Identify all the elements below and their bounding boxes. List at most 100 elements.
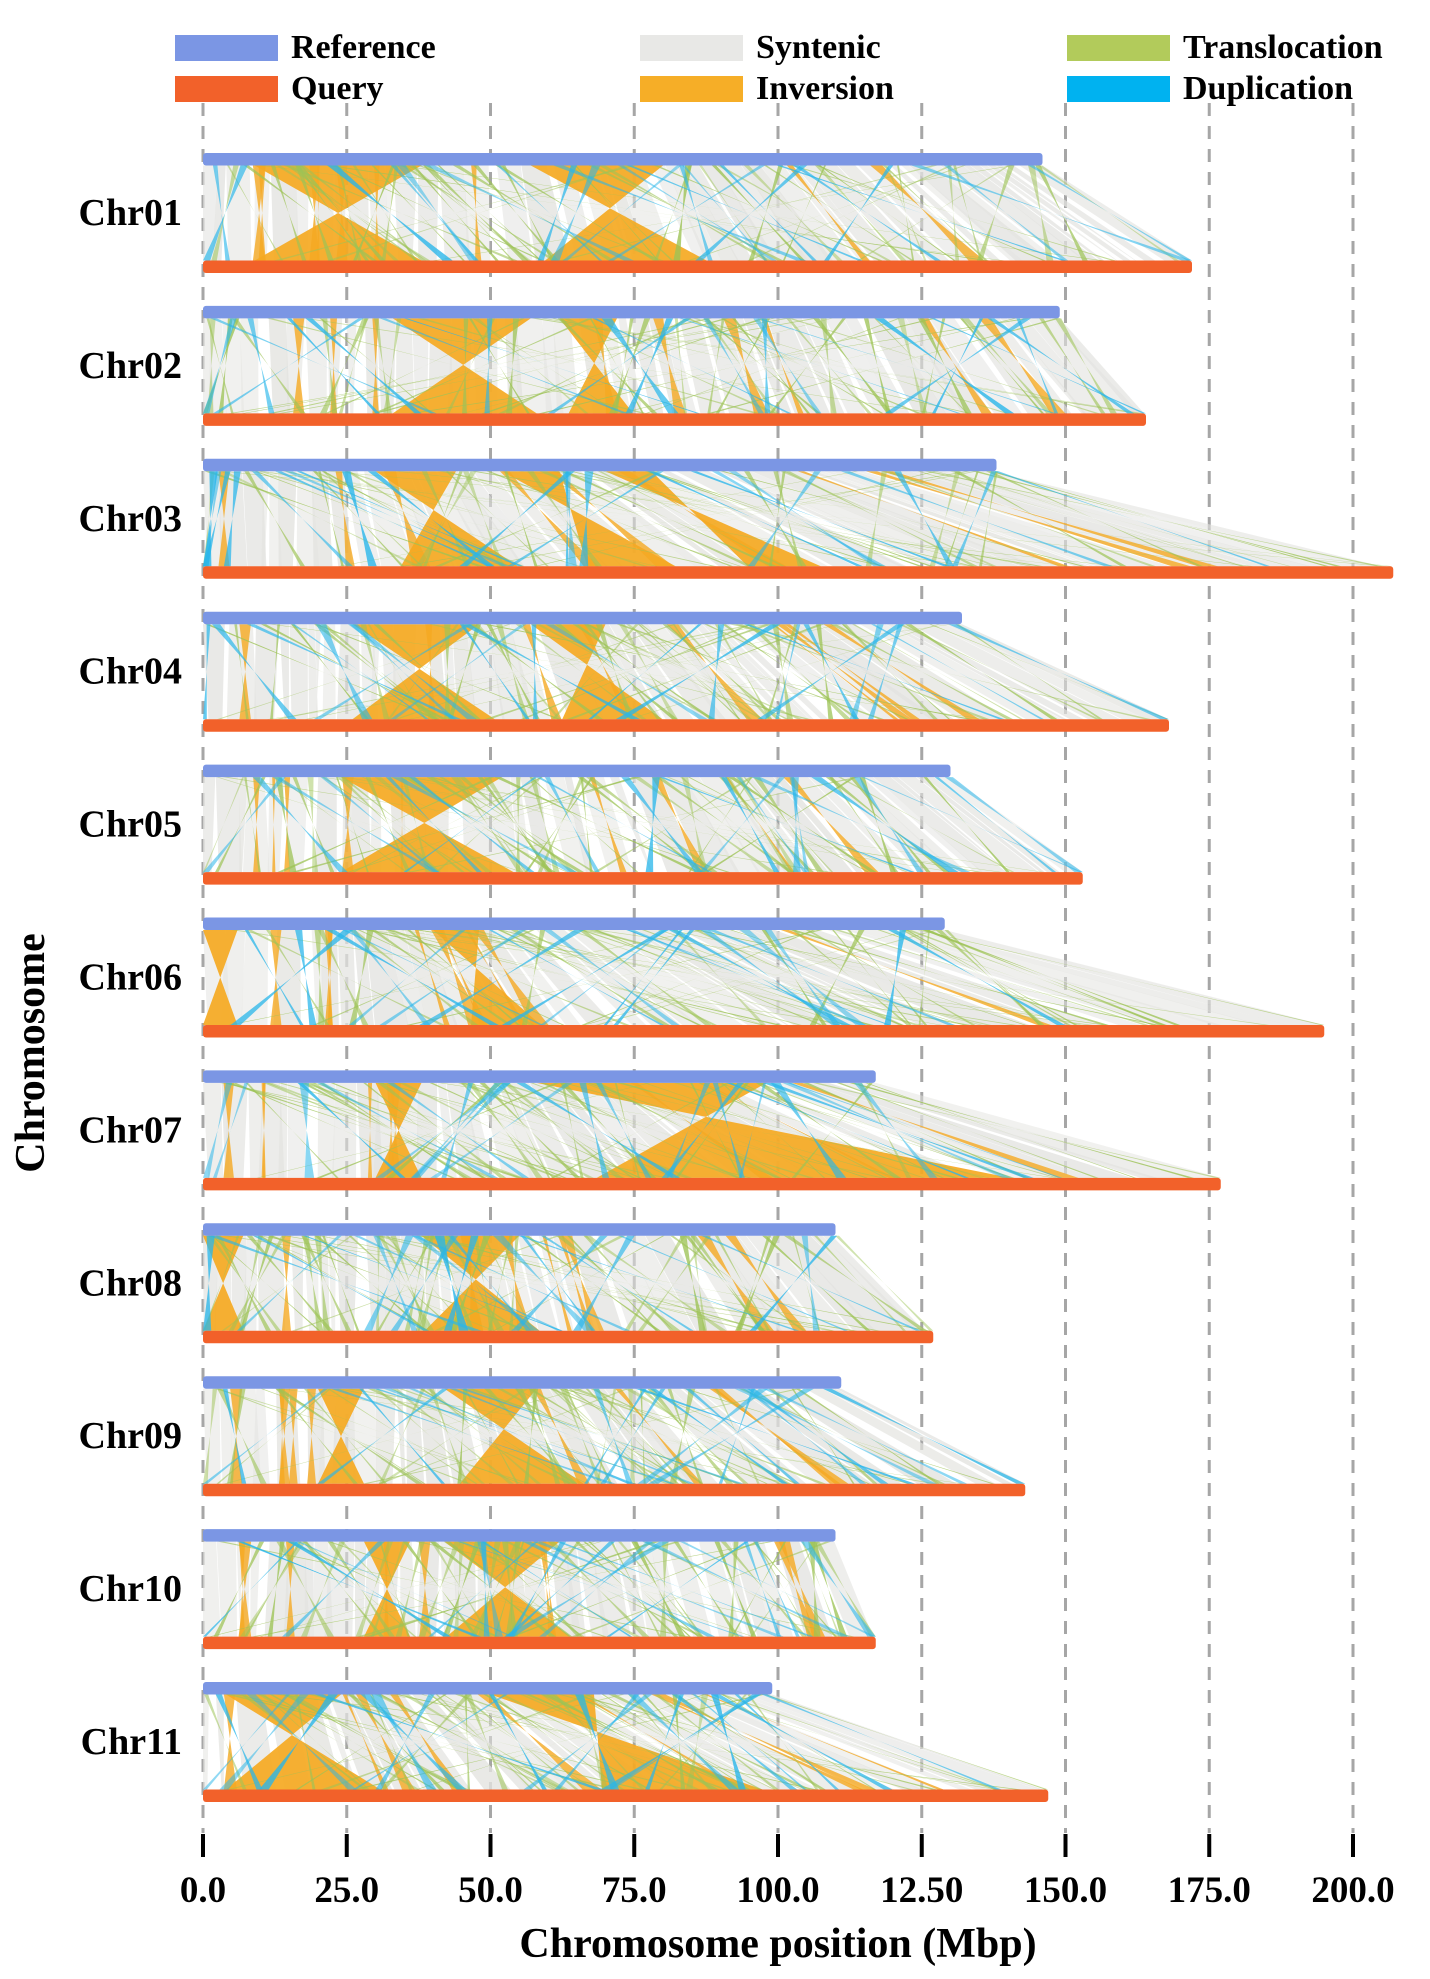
translocation-ribbon: [215, 777, 266, 873]
translocation-ribbon: [257, 1694, 420, 1790]
translocation-ribbon: [633, 1541, 704, 1637]
duplication-ribbon: [532, 1541, 784, 1637]
duplication-ribbons: [203, 471, 1271, 567]
translocation-ribbon: [540, 318, 1145, 414]
duplication-ribbons: [203, 318, 1146, 414]
duplication-ribbon: [516, 1082, 681, 1178]
syntenic-ribbon: [603, 1694, 799, 1790]
translocation-ribbon: [851, 624, 1024, 720]
translocation-ribbon: [406, 930, 823, 1025]
x-axis: 0.0 25.0 50.0 75.0 100.0 12.50 150.0 175.0 200.0: [180, 1834, 1395, 1911]
translocation-ribbon: [494, 1541, 525, 1637]
duplication-ribbon: [441, 1082, 474, 1178]
duplication-ribbon: [637, 1388, 769, 1484]
inversion-minor: [725, 1235, 807, 1331]
translocation-ribbon: [1054, 318, 1117, 414]
duplication-ribbon: [726, 1082, 970, 1178]
translocation-ribbon: [716, 165, 891, 261]
syntenic-ribbon: [656, 1694, 895, 1790]
translocation-ribbon: [685, 318, 922, 414]
duplication-ribbon: [943, 165, 1069, 261]
inversion-minor: [697, 1235, 774, 1331]
translocation-ribbon: [865, 471, 888, 567]
translocation-ribbon: [498, 318, 692, 414]
translocation-ribbon: [217, 1541, 691, 1637]
translocation-ribbon: [715, 1082, 1059, 1178]
legend-label: Duplication: [1183, 70, 1354, 107]
inversion-major: [341, 777, 514, 873]
translocation-ribbon: [367, 1388, 575, 1484]
inversion-minor: [383, 471, 431, 567]
inversion-minor: [386, 1082, 396, 1178]
translocation-ribbon: [468, 624, 604, 720]
translocation-ribbon: [684, 1235, 766, 1331]
translocation-ribbon: [955, 624, 1103, 720]
translocation-ribbon: [1037, 165, 1179, 261]
translocation-ribbon: [462, 318, 469, 414]
syntenic-ribbon: [663, 318, 697, 414]
translocation-ribbon: [338, 471, 859, 567]
translocation-ribbon: [217, 1388, 267, 1484]
query-bar-Chr05: [203, 872, 1083, 885]
syntenic-ribbon: [384, 1235, 401, 1331]
translocation-ribbon: [459, 1541, 641, 1637]
translocation-ribbon: [290, 624, 370, 720]
syntenic-ribbon: [203, 1694, 209, 1790]
translocation-ribbon: [499, 1694, 700, 1790]
syntenic-ribbons: [203, 471, 1382, 567]
duplication-ribbon: [603, 930, 683, 1025]
translocation-ribbon: [348, 1235, 457, 1331]
translocation-ribbon: [216, 777, 524, 873]
duplication-ribbon: [537, 165, 578, 261]
duplication-ribbon: [547, 318, 691, 414]
syntenic-ribbon: [823, 1388, 1013, 1484]
translocation-ribbon: [374, 1235, 754, 1331]
translocation-ribbon: [555, 1235, 681, 1331]
duplication-ribbon: [208, 1235, 482, 1331]
translocation-ribbon: [395, 1541, 425, 1637]
syntenic-ribbon: [396, 1388, 406, 1484]
duplication-ribbon: [550, 165, 601, 261]
syntenic-ribbon: [676, 471, 905, 567]
inversion-minor: [774, 1541, 819, 1637]
legend-label: Inversion: [756, 70, 894, 107]
duplication-ribbon: [246, 1694, 357, 1790]
duplication-ribbon: [987, 318, 1135, 414]
x-axis-tick-label: 0.0: [180, 1870, 226, 1911]
syntenic-ribbon: [908, 930, 1288, 1025]
translocation-ribbon: [736, 1235, 771, 1331]
x-axis-tick-label: 200.0: [1311, 1870, 1394, 1911]
syntenic-ribbon: [827, 930, 1142, 1025]
syntenic-ribbon: [995, 165, 1136, 261]
translocation-ribbon: [719, 1694, 1000, 1790]
translocation-ribbon: [564, 1388, 613, 1484]
duplication-ribbon: [387, 1082, 529, 1178]
translocation-ribbon: [435, 1694, 534, 1790]
translocation-ribbon: [395, 471, 1254, 567]
translocation-ribbon: [571, 1388, 827, 1484]
duplication-ribbon: [719, 165, 817, 261]
syntenic-ribbon: [853, 930, 1209, 1025]
syntenic-ribbon: [891, 777, 1009, 873]
inversion-minor: [335, 471, 355, 567]
translocation-ribbon: [415, 1235, 435, 1331]
duplication-ribbon: [621, 777, 703, 873]
translocation-ribbon: [303, 1541, 417, 1637]
syntenic-ribbon: [466, 624, 505, 720]
translocation-ribbon: [231, 930, 854, 1025]
x-axis-tick-label: 12.50: [880, 1870, 963, 1911]
translocation-ribbon: [593, 777, 754, 873]
syntenic-ribbon: [315, 624, 322, 720]
duplication-ribbon: [593, 1388, 633, 1484]
duplication-ribbons: [203, 165, 1192, 261]
translocation-ribbon: [446, 1541, 573, 1637]
syntenic-ribbon: [729, 1694, 992, 1790]
syntenic-ribbon: [1026, 318, 1140, 414]
translocation-ribbon: [559, 1082, 657, 1178]
translocation-ribbon: [690, 1694, 997, 1790]
duplication-ribbon: [259, 1694, 338, 1790]
translocation-ribbon: [504, 1541, 705, 1637]
duplication-ribbon: [685, 1388, 800, 1484]
translocation-ribbon: [318, 471, 344, 567]
syntenic-ribbon: [618, 1694, 819, 1790]
